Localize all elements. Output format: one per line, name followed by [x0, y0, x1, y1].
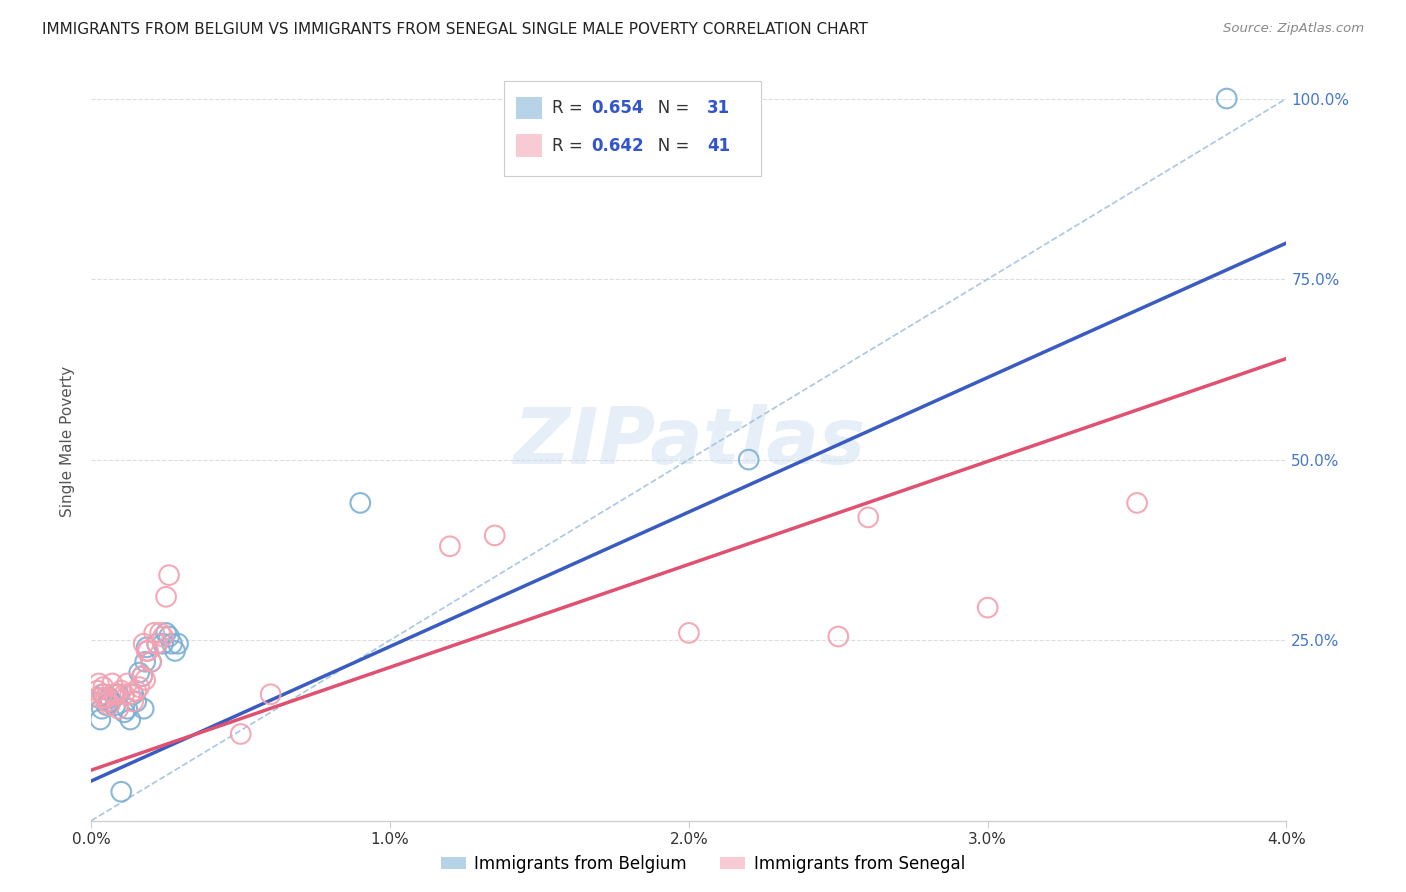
- Point: [678, 626, 700, 640]
- Point: [107, 702, 129, 716]
- Point: [856, 510, 880, 524]
- Point: [157, 630, 180, 644]
- Point: [229, 727, 252, 741]
- Point: [157, 568, 180, 582]
- Point: [87, 676, 110, 690]
- Point: [93, 687, 114, 701]
- Text: 0.654: 0.654: [591, 99, 644, 117]
- Point: [122, 687, 145, 701]
- Point: [976, 600, 998, 615]
- Y-axis label: Single Male Poverty: Single Male Poverty: [60, 366, 76, 517]
- Point: [163, 644, 186, 658]
- Point: [110, 785, 132, 799]
- Text: 41: 41: [707, 136, 730, 155]
- Point: [259, 687, 281, 701]
- Point: [115, 676, 138, 690]
- Legend: Immigrants from Belgium, Immigrants from Senegal: Immigrants from Belgium, Immigrants from…: [434, 848, 972, 880]
- Point: [155, 626, 177, 640]
- Text: R =: R =: [551, 136, 588, 155]
- Point: [141, 655, 162, 669]
- Point: [1126, 496, 1149, 510]
- Point: [143, 626, 166, 640]
- Point: [110, 683, 132, 698]
- Point: [120, 713, 142, 727]
- Text: IMMIGRANTS FROM BELGIUM VS IMMIGRANTS FROM SENEGAL SINGLE MALE POVERTY CORRELATI: IMMIGRANTS FROM BELGIUM VS IMMIGRANTS FR…: [42, 22, 868, 37]
- Point: [112, 687, 135, 701]
- Point: [115, 702, 138, 716]
- Point: [101, 676, 124, 690]
- Point: [107, 687, 129, 701]
- Point: [737, 452, 759, 467]
- Point: [103, 687, 125, 701]
- Point: [96, 690, 118, 705]
- Text: 31: 31: [707, 99, 730, 117]
- Point: [90, 687, 112, 701]
- Point: [152, 637, 174, 651]
- Point: [484, 528, 506, 542]
- Point: [131, 669, 153, 683]
- Point: [128, 665, 150, 680]
- Point: [104, 698, 127, 712]
- Point: [98, 698, 121, 712]
- Point: [112, 706, 135, 720]
- Bar: [516, 135, 541, 157]
- Text: Source: ZipAtlas.com: Source: ZipAtlas.com: [1223, 22, 1364, 36]
- Point: [1215, 91, 1237, 105]
- FancyBboxPatch shape: [503, 81, 761, 177]
- Point: [135, 644, 157, 658]
- Point: [97, 694, 120, 708]
- Point: [128, 680, 150, 694]
- Point: [155, 590, 177, 604]
- Point: [132, 637, 155, 651]
- Point: [134, 673, 156, 687]
- Point: [125, 683, 148, 698]
- Point: [120, 687, 142, 701]
- Point: [141, 655, 162, 669]
- Text: N =: N =: [643, 136, 695, 155]
- Text: 0.642: 0.642: [591, 136, 644, 155]
- Point: [100, 694, 122, 708]
- Point: [146, 637, 169, 651]
- Point: [98, 690, 121, 705]
- Point: [96, 698, 118, 712]
- Point: [90, 702, 112, 716]
- Point: [89, 690, 111, 705]
- Point: [134, 655, 156, 669]
- Point: [94, 690, 117, 705]
- Point: [104, 687, 127, 701]
- Point: [86, 683, 108, 698]
- Point: [349, 496, 371, 510]
- Point: [131, 669, 153, 683]
- Point: [827, 630, 849, 644]
- Point: [149, 626, 172, 640]
- Point: [125, 694, 148, 708]
- Text: ZIPatlas: ZIPatlas: [513, 403, 865, 480]
- Text: N =: N =: [643, 99, 695, 117]
- Point: [132, 702, 155, 716]
- Point: [439, 539, 461, 553]
- Point: [136, 644, 159, 658]
- Point: [167, 637, 190, 651]
- Bar: [516, 96, 541, 120]
- Point: [135, 640, 157, 655]
- Point: [146, 637, 169, 651]
- Point: [87, 690, 110, 705]
- Text: R =: R =: [551, 99, 588, 117]
- Point: [152, 630, 174, 644]
- Point: [122, 694, 145, 708]
- Point: [89, 713, 111, 727]
- Point: [93, 680, 114, 694]
- Point: [160, 637, 183, 651]
